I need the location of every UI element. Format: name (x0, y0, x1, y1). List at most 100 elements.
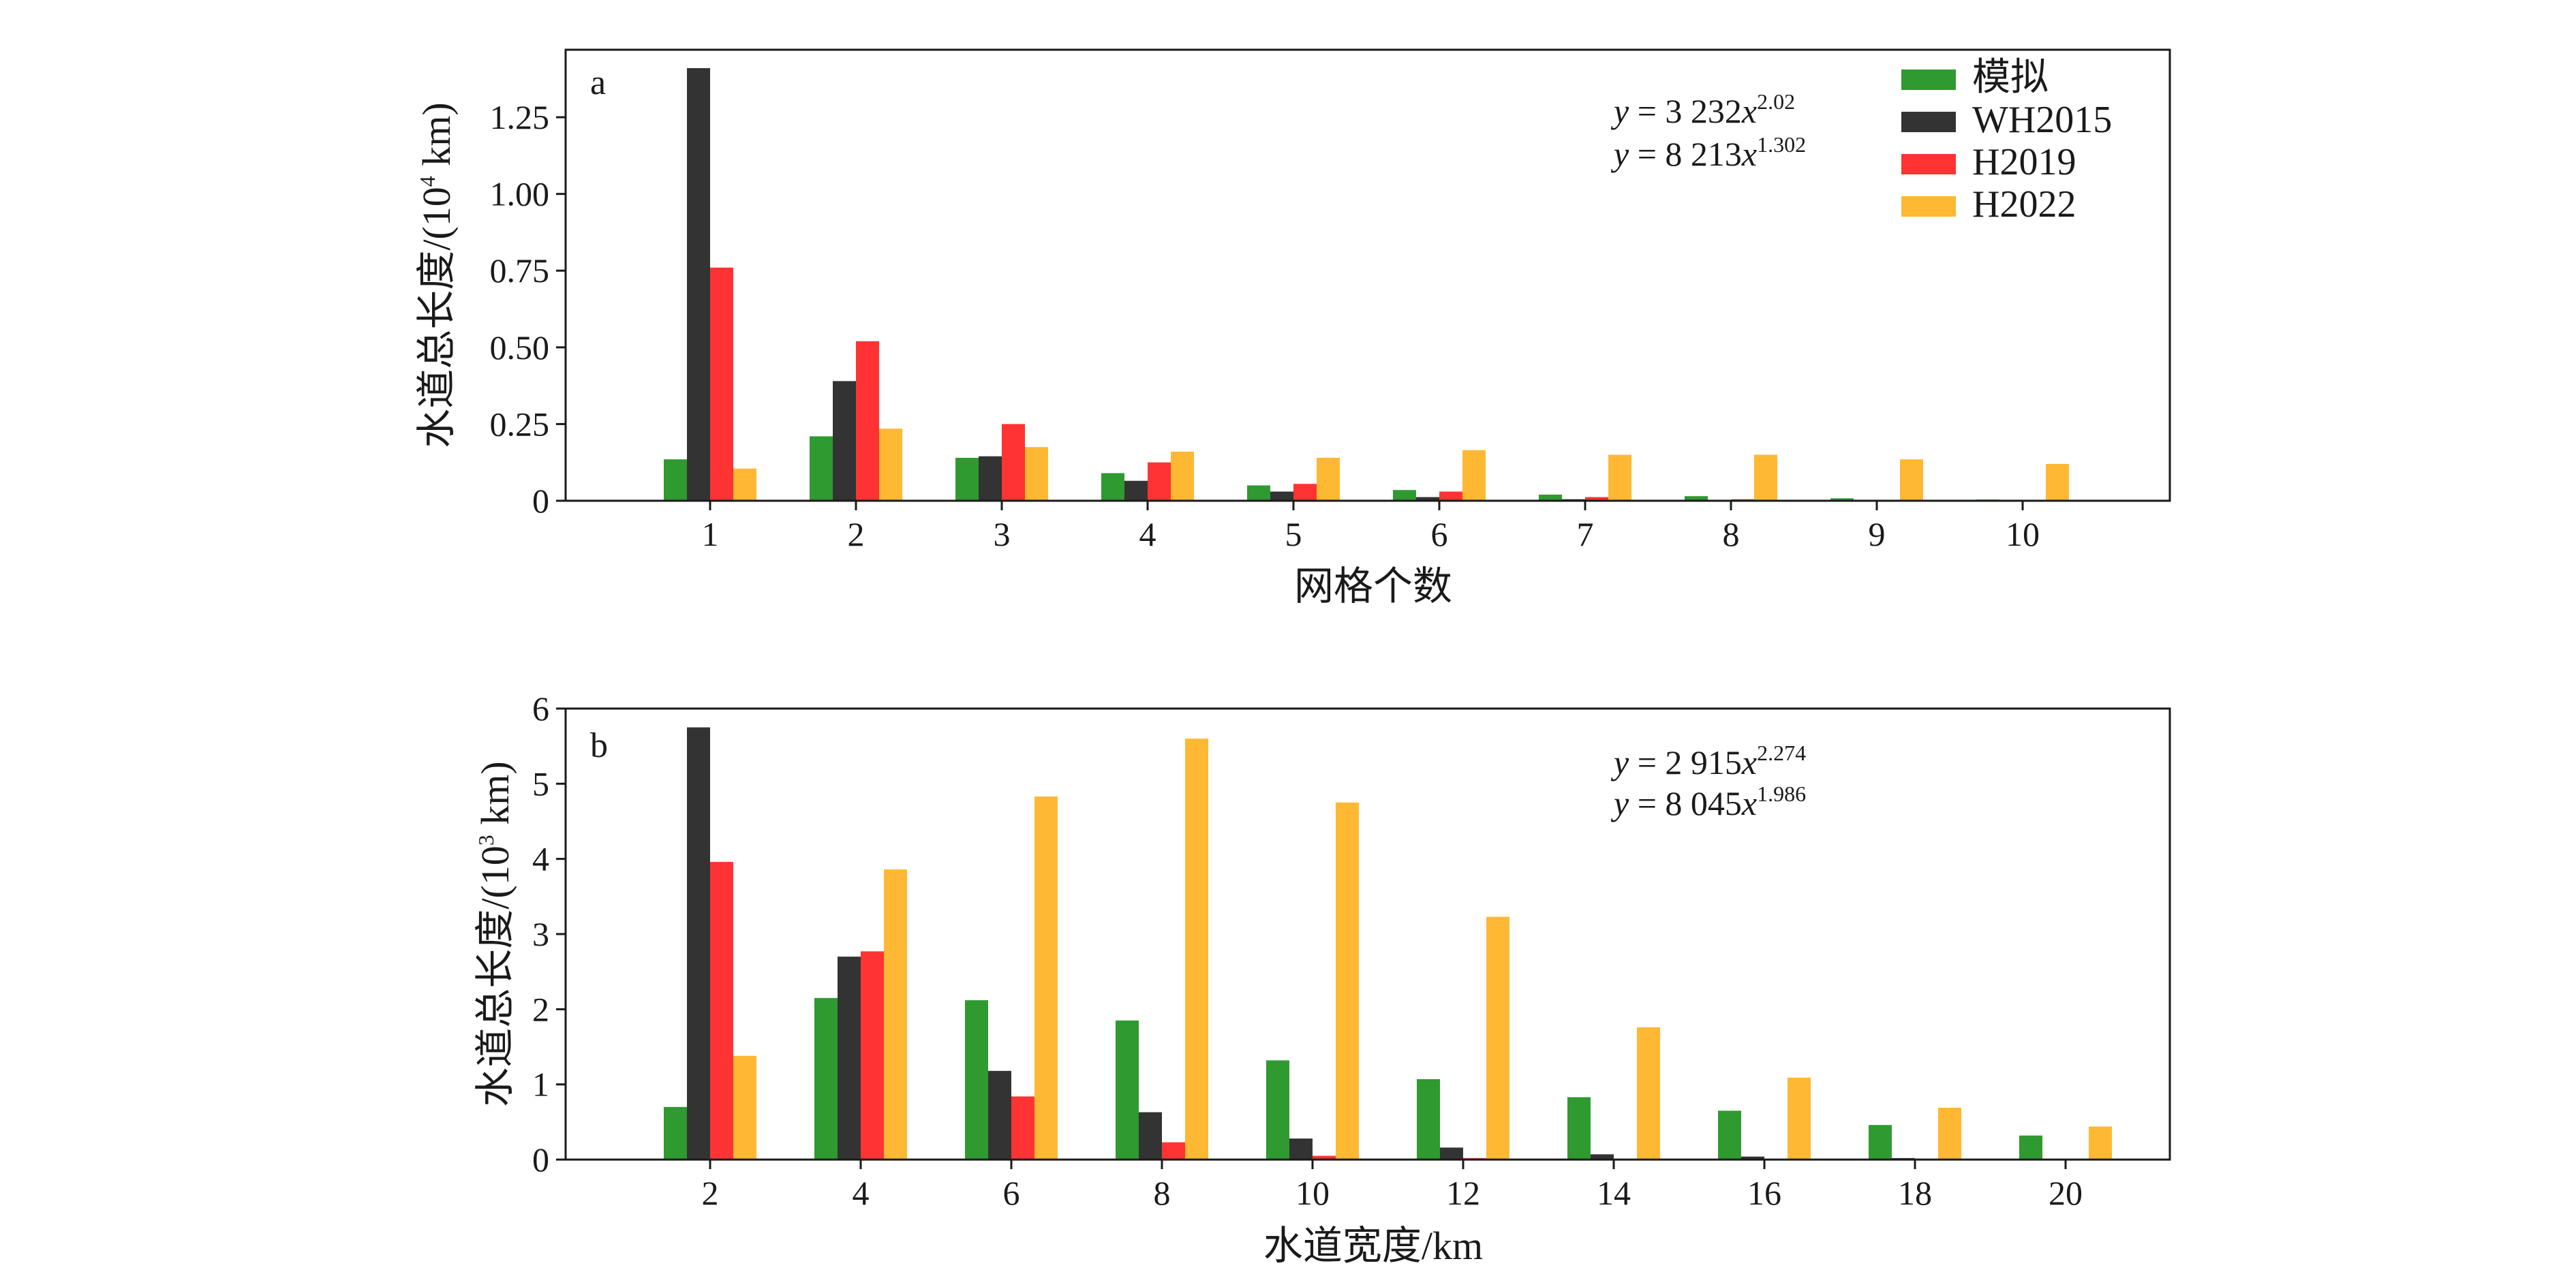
pb-x-tick-label: 6 (1003, 1174, 1020, 1212)
pa-bar-h2019-6 (1439, 491, 1462, 501)
legend-label-sim: 模拟 (1972, 57, 2049, 99)
pa-bar-h2019-5 (1293, 484, 1317, 501)
panel-a-y-ticks: 0 0.25 0.50 0.75 1.00 1.25 (490, 98, 566, 520)
pa-bar-wh2015-2 (833, 381, 856, 501)
pb-bar-sim-4 (814, 997, 838, 1160)
pa-bar-h2022-5 (1317, 457, 1340, 501)
pa-bar-sim-2 (810, 436, 833, 501)
pb-bar-sim-18 (1869, 1125, 1892, 1160)
pa-x-tick-label: 1 (702, 515, 719, 553)
pb-bar-wh2015-6 (988, 1070, 1011, 1160)
panel-b-fit-equation-2: y = 8 045x1.986 (1610, 781, 1806, 822)
pa-x-tick-label: 3 (994, 515, 1011, 553)
panel-b-y-axis-title: 水道总长度/(103 km) (473, 761, 517, 1106)
pb-bar-h2019-8 (1162, 1142, 1185, 1160)
pa-bar-h2019-2 (856, 341, 879, 501)
pa-y-tick-label: 0.75 (490, 251, 550, 290)
pb-bar-wh2015-16 (1741, 1156, 1764, 1160)
pa-bar-h2019-7 (1585, 497, 1608, 501)
panel-a-bars (664, 68, 2069, 501)
legend-label-h2019: H2019 (1972, 141, 2076, 183)
pa-x-tick-label: 7 (1577, 515, 1594, 553)
pa-bar-h2019-4 (1148, 462, 1171, 501)
pa-bar-sim-6 (1393, 490, 1416, 501)
pa-bar-sim-9 (1830, 498, 1854, 501)
pb-bar-h2022-4 (884, 869, 907, 1160)
pb-bar-h2019-4 (861, 951, 884, 1160)
pb-bar-wh2015-12 (1440, 1147, 1463, 1160)
pb-bar-h2022-10 (1336, 802, 1359, 1160)
pb-bar-sim-12 (1417, 1079, 1440, 1160)
pa-y-tick-label: 0 (532, 482, 549, 520)
pa-bar-wh2015-6 (1416, 497, 1439, 501)
pa-x-tick-label: 5 (1285, 515, 1302, 553)
pa-bar-h2019-3 (1002, 424, 1025, 501)
pb-x-tick-label: 10 (1295, 1174, 1330, 1212)
panel-a-fit-equation-2: y = 8 213x1.302 (1610, 132, 1806, 173)
pb-bar-sim-2 (664, 1106, 687, 1160)
legend-label-h2022: H2022 (1972, 183, 2076, 226)
pb-y-tick-label: 2 (532, 990, 549, 1028)
pa-bar-wh2015-1 (687, 68, 710, 501)
pb-bar-wh2015-2 (687, 727, 710, 1160)
pb-x-tick-label: 16 (1747, 1174, 1781, 1212)
pa-y-tick-label: 1.25 (490, 98, 550, 136)
pa-bar-h2022-8 (1754, 454, 1777, 501)
pa-x-tick-label: 10 (2006, 515, 2040, 553)
pb-x-tick-label: 8 (1154, 1174, 1171, 1212)
panel-a-x-ticks: 1 2 3 4 5 6 7 8 9 10 (702, 501, 2040, 553)
pa-y-tick-label: 1.00 (490, 175, 550, 213)
pb-bar-h2022-20 (2089, 1126, 2112, 1160)
pa-bar-h2022-1 (733, 468, 756, 501)
pb-x-tick-label: 4 (853, 1174, 870, 1212)
pa-bar-sim-1 (664, 459, 687, 501)
pb-bar-h2022-2 (733, 1055, 756, 1160)
panel-a-y-axis-title: 水道总长度/(104 km) (414, 102, 459, 448)
pa-bar-sim-7 (1539, 494, 1562, 501)
pb-x-tick-label: 2 (702, 1174, 719, 1212)
pa-bar-sim-3 (955, 457, 979, 501)
pb-y-tick-label: 1 (532, 1066, 549, 1104)
pa-bar-sim-5 (1247, 485, 1270, 501)
pb-bar-h2022-16 (1788, 1077, 1811, 1160)
pa-bar-wh2015-3 (979, 456, 1002, 501)
pb-bar-h2022-6 (1034, 796, 1058, 1160)
panel-b-letter: b (590, 726, 608, 765)
pa-bar-h2022-7 (1608, 454, 1631, 501)
panel-a-x-axis-title: 网格个数 (1294, 564, 1452, 608)
pa-bar-h2022-2 (879, 429, 902, 501)
pa-x-tick-label: 9 (1869, 515, 1886, 553)
pa-y-tick-label: 0.50 (490, 328, 550, 367)
panel-b-bars (664, 727, 2112, 1160)
pb-x-tick-label: 12 (1446, 1174, 1480, 1212)
pa-bar-sim-4 (1101, 473, 1124, 501)
pa-y-tick-label: 0.25 (490, 405, 550, 443)
panel-a-plot-frame (564, 48, 2171, 502)
pa-bar-sim-8 (1685, 496, 1708, 501)
legend-swatch-h2022 (1901, 196, 1956, 217)
pb-bar-sim-20 (2019, 1135, 2042, 1160)
pa-bar-h2022-4 (1171, 451, 1194, 501)
pa-bar-h2022-6 (1462, 450, 1486, 501)
pa-bar-h2019-1 (710, 267, 733, 501)
pa-bar-wh2015-4 (1124, 480, 1148, 501)
pb-x-tick-label: 18 (1898, 1174, 1932, 1212)
pb-bar-sim-6 (965, 1000, 988, 1160)
pb-y-tick-label: 0 (532, 1141, 549, 1179)
pb-bar-wh2015-10 (1289, 1138, 1313, 1160)
pb-bar-sim-8 (1116, 1020, 1139, 1160)
pb-bar-wh2015-4 (838, 957, 861, 1160)
pb-bar-h2019-10 (1313, 1155, 1336, 1160)
pa-x-tick-label: 4 (1139, 515, 1156, 553)
pb-bar-h2022-8 (1185, 739, 1208, 1160)
pb-bar-h2022-14 (1637, 1027, 1660, 1160)
legend-swatch-sim (1901, 69, 1956, 90)
pa-x-tick-label: 2 (848, 515, 865, 553)
panel-a-letter: a (590, 63, 606, 102)
pb-bar-h2022-12 (1486, 916, 1509, 1160)
pa-bar-h2022-9 (1900, 459, 1923, 501)
panel-b-y-ticks: 0 1 2 3 4 5 6 (532, 689, 566, 1179)
